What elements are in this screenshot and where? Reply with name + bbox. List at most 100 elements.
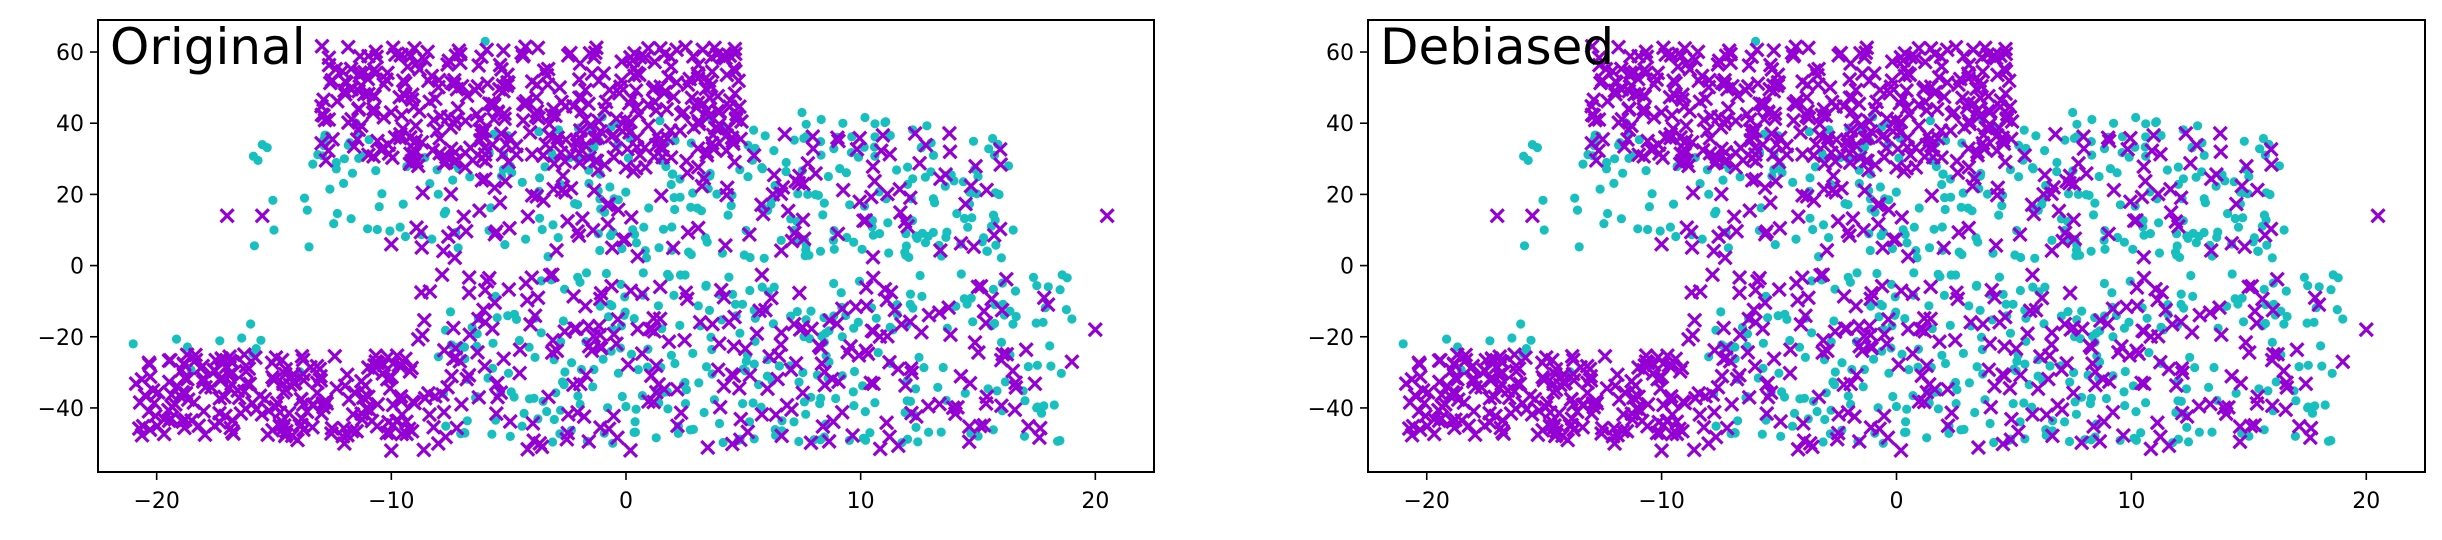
scatter-point-x [520, 441, 536, 457]
scatter-point-x [1486, 389, 1503, 405]
scatter-point-x [1836, 377, 1852, 393]
scatter-point-x [2189, 137, 2205, 153]
scatter-point-x [502, 130, 518, 146]
scatter-point-circle [2183, 437, 2194, 447]
scatter-point-x [622, 442, 639, 459]
scatter-point-circle [2186, 270, 2196, 281]
scatter-point-x [780, 203, 796, 219]
scatter-point-x [1690, 44, 1706, 60]
scatter-point-circle [1951, 270, 1961, 280]
scatter-point-circle [692, 203, 703, 213]
scatter-point-circle [666, 350, 677, 360]
scatter-point-x [2087, 377, 2104, 393]
scatter-point-circle [633, 365, 643, 375]
scatter-point-x [1977, 40, 1993, 56]
scatter-point-circle [960, 388, 970, 398]
scatter-point-x [1881, 202, 1897, 218]
scatter-point-x [419, 44, 436, 60]
scatter-point-x [1686, 312, 1703, 328]
scatter-point-circle [941, 232, 951, 242]
scatter-point-x [1637, 65, 1654, 82]
scatter-point-circle [2179, 303, 2189, 313]
scatter-point-x [1879, 110, 1895, 127]
scatter-point-x [2276, 363, 2292, 379]
scatter-point-x [1594, 420, 1610, 436]
scatter-point-x [1615, 406, 1632, 423]
scatter-point-x [1465, 358, 1481, 374]
scatter-point-x [2120, 141, 2136, 157]
scatter-point-x [2078, 165, 2094, 182]
scatter-point-circle [1527, 140, 1537, 150]
scatter-point-x [1466, 403, 1482, 419]
x-tick-label: −20 [133, 489, 179, 514]
scatter-point-circle [548, 437, 558, 447]
scatter-point-circle [769, 146, 779, 156]
scatter-point-circle [2303, 403, 2313, 413]
scatter-point-circle [1888, 391, 1898, 402]
scatter-point-x [2264, 352, 2280, 368]
scatter-point-x [1894, 209, 1910, 226]
scatter-point-x [1404, 371, 1420, 388]
scatter-point-circle [865, 428, 875, 438]
scatter-point-x [404, 86, 420, 103]
scatter-point-x [921, 307, 937, 323]
scatter-point-circle [517, 177, 527, 187]
scatter-point-circle [686, 202, 696, 212]
scatter-point-x [863, 375, 879, 391]
scatter-point-x [2241, 344, 2257, 361]
scatter-point-x [2144, 143, 2160, 159]
scatter-point-x [1754, 96, 1770, 112]
scatter-point-circle [1442, 334, 1452, 344]
scatter-point-x [453, 396, 470, 413]
scatter-point-x [2233, 375, 2249, 391]
scatter-point-x [2067, 231, 2083, 247]
scatter-point-x [2070, 155, 2087, 172]
scatter-point-x [1640, 133, 1656, 149]
scatter-point-circle [1668, 199, 1679, 209]
scatter-point-x [467, 82, 483, 99]
scatter-point-circle [2303, 281, 2313, 291]
scatter-point-x [221, 380, 238, 396]
scatter-point-x [1005, 363, 1021, 379]
scatter-point-x [1975, 140, 1992, 157]
scatter-point-circle [630, 417, 640, 427]
scatter-point-circle [801, 119, 811, 129]
scatter-point-x [890, 438, 906, 454]
scatter-point-circle [815, 246, 826, 256]
scatter-point-x [512, 342, 528, 358]
scatter-point-circle [2084, 190, 2094, 200]
scatter-point-circle [427, 234, 437, 244]
scatter-point-x [2131, 346, 2147, 362]
scatter-point-x [406, 40, 423, 57]
scatter-point-x [690, 70, 706, 87]
scatter-point-x [855, 213, 872, 229]
scatter-point-x [1020, 418, 1037, 434]
scatter-point-x [1716, 320, 1732, 336]
scatter-point-x [1718, 340, 1734, 356]
scatter-point-x [622, 114, 639, 130]
scatter-point-circle [2279, 225, 2289, 235]
scatter-point-circle [923, 231, 933, 241]
scatter-point-x [897, 377, 914, 394]
scatter-point-x [1412, 369, 1428, 385]
scatter-point-x [368, 44, 384, 60]
scatter-point-circle [913, 437, 923, 447]
scatter-point-x [640, 393, 657, 410]
scatter-point-circle [988, 133, 998, 144]
scatter-point-circle [517, 421, 527, 431]
scatter-point-circle [2309, 317, 2319, 327]
scatter-point-x [402, 146, 419, 162]
scatter-point-x [1646, 76, 1662, 93]
y-tick-label: 60 [56, 41, 84, 66]
scatter-point-x [529, 77, 545, 93]
scatter-point-x [962, 375, 978, 391]
scatter-point-x [690, 57, 707, 73]
scatter-point-x [289, 432, 306, 448]
scatter-point-x [1827, 98, 1844, 115]
scatter-point-x [2061, 175, 2078, 191]
scatter-point-circle [1038, 317, 1048, 327]
scatter-point-circle [933, 382, 943, 392]
scatter-point-x [1685, 185, 1701, 201]
scatter-point-circle [849, 401, 859, 411]
scatter-point-x [1431, 374, 1448, 390]
